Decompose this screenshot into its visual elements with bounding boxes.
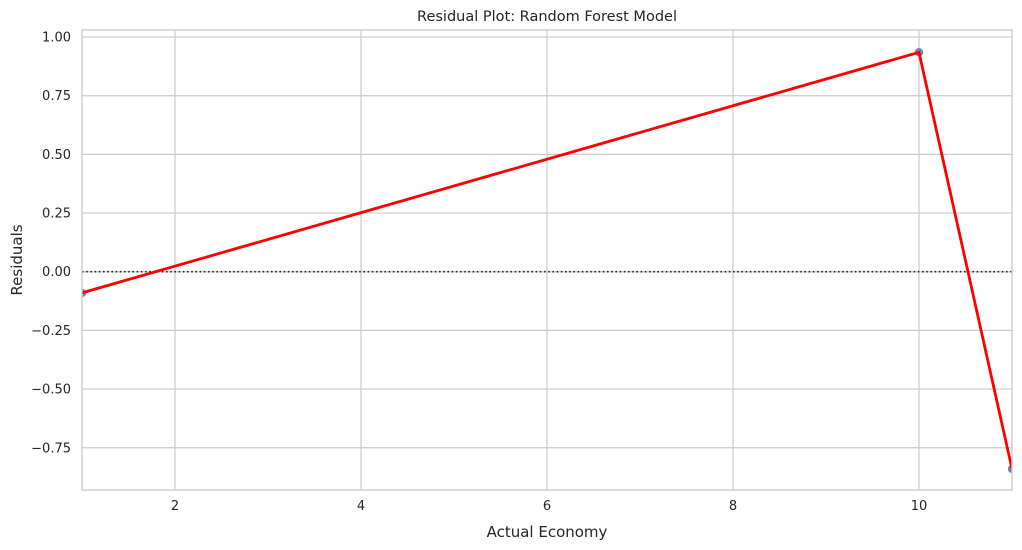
y-axis-ticks: −0.75 −0.50 −0.25 0.00 0.25 0.50 0.75 1.00 <box>31 31 71 457</box>
x-tick-label: 10 <box>911 499 928 514</box>
y-tick-label: 0.50 <box>42 148 71 163</box>
x-tick-label: 2 <box>171 499 179 514</box>
chart-title: Residual Plot: Random Forest Model <box>417 9 677 25</box>
x-axis-ticks: 2 4 6 8 10 <box>171 499 927 514</box>
y-tick-label: −0.25 <box>31 324 71 339</box>
y-tick-label: 0.75 <box>42 89 71 104</box>
x-tick-label: 4 <box>357 499 365 514</box>
grid-lines <box>82 30 1012 490</box>
y-tick-label: 1.00 <box>42 31 71 46</box>
x-tick-label: 8 <box>729 499 737 514</box>
plot-area-frame <box>81 29 1013 491</box>
y-tick-label: 0.25 <box>42 207 71 222</box>
residual-trend-line <box>82 50 1012 470</box>
series-layer <box>82 48 1012 474</box>
y-tick-label: −0.50 <box>31 383 71 398</box>
y-axis-label: Residuals <box>8 224 26 295</box>
y-tick-label: −0.75 <box>31 441 71 456</box>
x-axis-label: Actual Economy <box>487 523 608 541</box>
x-tick-label: 6 <box>543 499 551 514</box>
y-tick-label: 0.00 <box>42 265 71 280</box>
